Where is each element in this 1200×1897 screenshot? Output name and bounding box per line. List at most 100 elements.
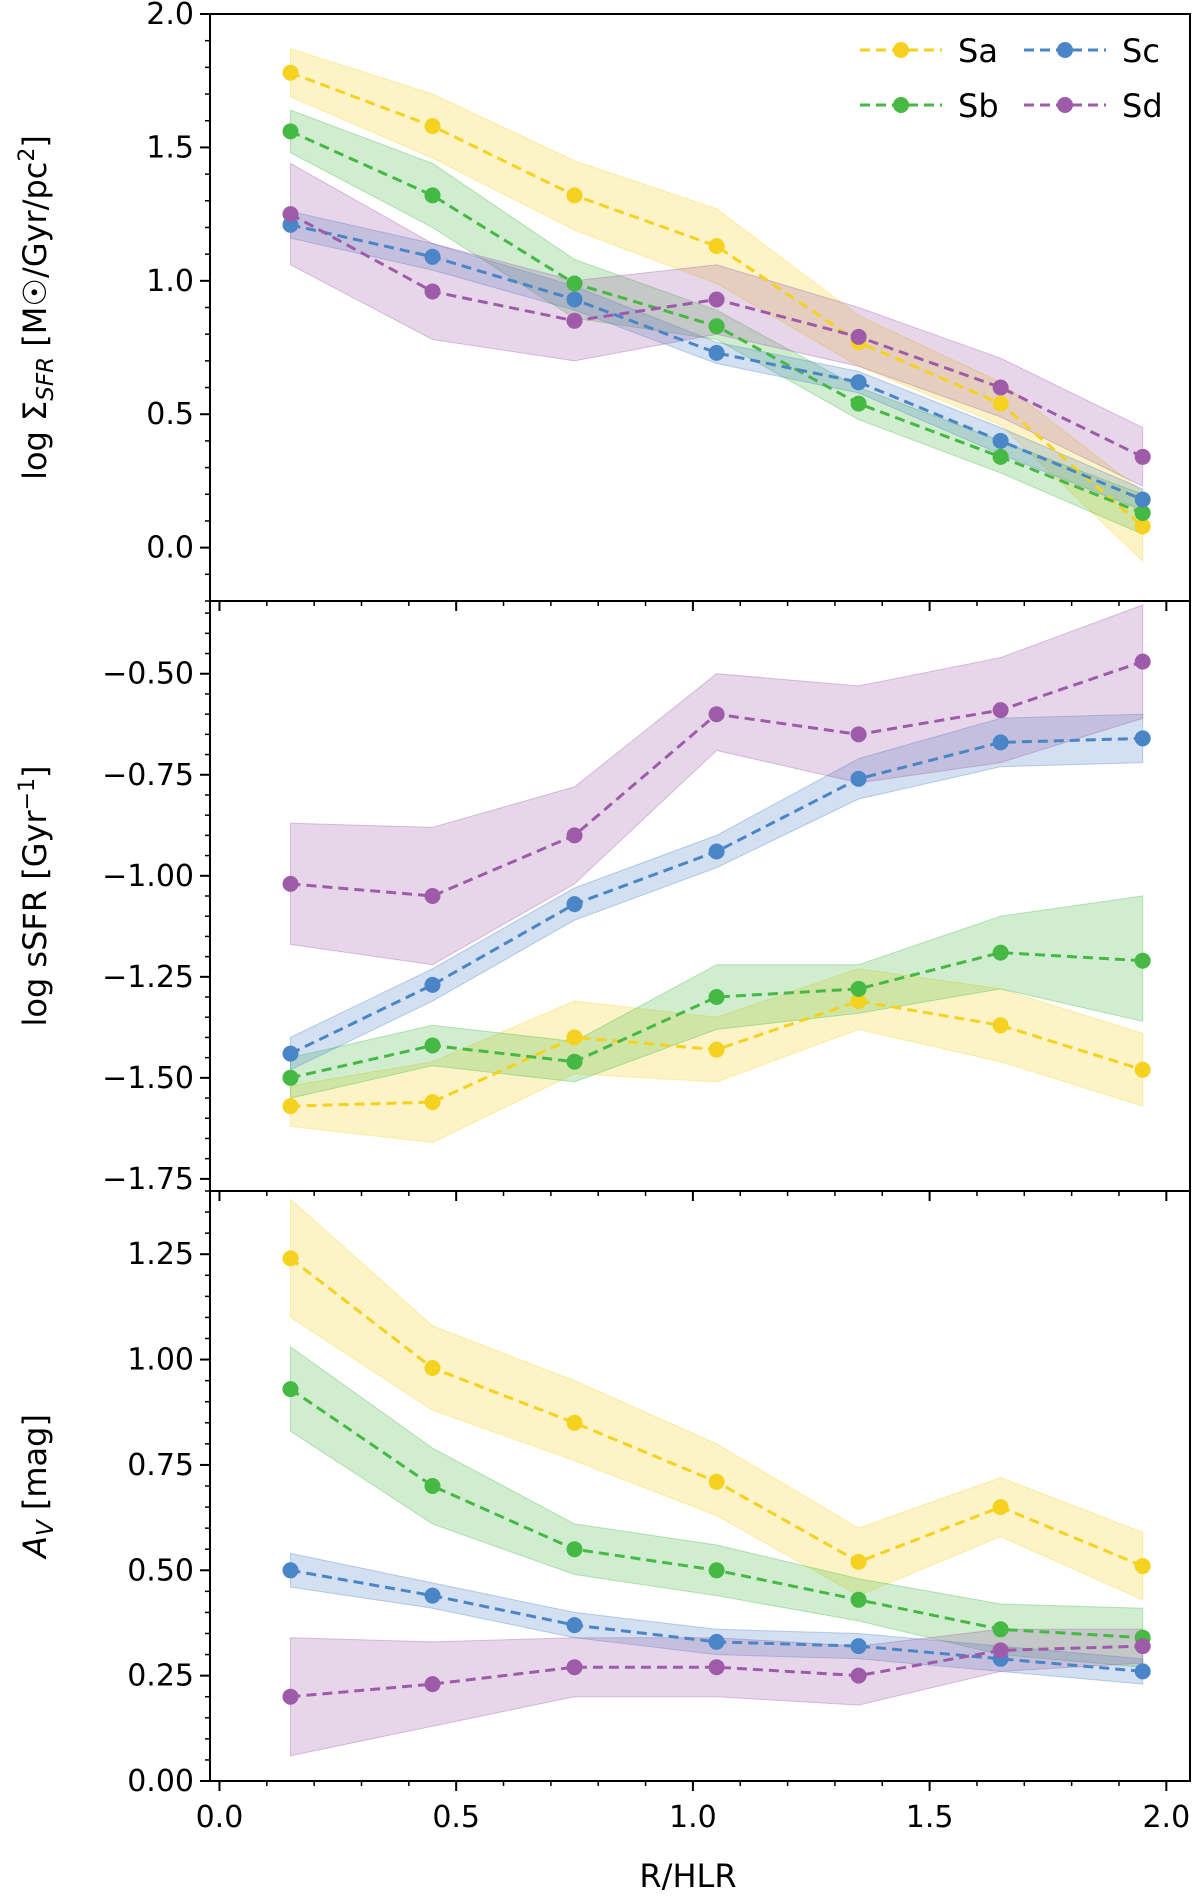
point-sa bbox=[566, 187, 583, 204]
point-sa bbox=[282, 1250, 299, 1267]
y-tick-label: 0.00 bbox=[127, 1764, 194, 1799]
point-sc bbox=[708, 344, 725, 361]
x-tick-label: 0.0 bbox=[196, 1800, 244, 1835]
point-sc bbox=[850, 1638, 867, 1655]
legend-marker-sa bbox=[893, 42, 909, 58]
point-sb bbox=[566, 1053, 583, 1070]
legend-entry-sb: Sb bbox=[860, 87, 999, 125]
legend-entry-sa: Sa bbox=[860, 32, 998, 70]
point-sc bbox=[708, 843, 725, 860]
point-sd bbox=[1134, 1638, 1151, 1655]
panel-2: −1.75 −1.50 −1.25 −1.00 −0.75 −0.50 log sSFR [… bbox=[15, 600, 1191, 1201]
panel-1: 0.0 0.5 1.0 1.5 2.0 log ΣSFR [M☉/Gyr/pc2] bbox=[15, 0, 1191, 611]
point-sa bbox=[992, 395, 1009, 412]
y-tick-label: 1.00 bbox=[127, 1343, 194, 1378]
point-sc bbox=[850, 374, 867, 391]
point-sd bbox=[992, 702, 1009, 719]
y-tick-label: 2.0 bbox=[146, 0, 194, 32]
point-sc bbox=[708, 1633, 725, 1650]
point-sa bbox=[1134, 1558, 1151, 1575]
panel-3: 0.00 0.25 0.50 0.75 1.00 1.25 0.0 0.5 1.0 1.5 2.0 A… bbox=[16, 1190, 1191, 1835]
point-sd bbox=[1134, 653, 1151, 670]
point-sd bbox=[424, 1676, 441, 1693]
y-tick-label: −1.00 bbox=[102, 859, 194, 894]
y-tick-label: 0.50 bbox=[127, 1553, 194, 1588]
legend-label-sd: Sd bbox=[1122, 87, 1163, 125]
point-sc bbox=[566, 291, 583, 308]
y-tick-label: 0.0 bbox=[146, 531, 194, 566]
x-tick-label: 1.5 bbox=[906, 1800, 954, 1835]
point-sd bbox=[992, 1642, 1009, 1659]
point-sa bbox=[1134, 1061, 1151, 1078]
point-sb bbox=[992, 448, 1009, 465]
point-sa bbox=[566, 1414, 583, 1431]
point-sb bbox=[424, 1478, 441, 1494]
point-sb bbox=[992, 1621, 1009, 1638]
point-sb bbox=[850, 395, 867, 412]
point-sd bbox=[424, 283, 441, 300]
point-sc bbox=[1134, 491, 1151, 508]
legend-marker-sd bbox=[1057, 97, 1073, 113]
point-sc bbox=[424, 248, 441, 265]
point-sb bbox=[708, 1562, 725, 1579]
y-tick-label: 1.0 bbox=[146, 264, 194, 299]
band-sd bbox=[290, 604, 1144, 966]
legend-entry-sc: Sc bbox=[1024, 32, 1160, 70]
x-tick-label: 0.5 bbox=[432, 1800, 480, 1835]
point-sb bbox=[1134, 505, 1151, 521]
point-sa bbox=[282, 1098, 299, 1115]
point-sc bbox=[1134, 730, 1151, 747]
y-tick-label: −1.50 bbox=[102, 1061, 194, 1096]
point-sb bbox=[850, 1591, 867, 1608]
y-axis-label: log sSFR [Gyr−1] bbox=[15, 765, 54, 1026]
point-sb bbox=[850, 980, 867, 997]
point-sd bbox=[708, 291, 725, 308]
band-sa bbox=[290, 1198, 1144, 1601]
point-sa bbox=[992, 1017, 1009, 1034]
x-tick-label: 1.0 bbox=[669, 1800, 717, 1835]
y-axis-label: log ΣSFR [M☉/Gyr/pc2] bbox=[15, 135, 59, 480]
point-sd bbox=[708, 706, 725, 723]
point-sb bbox=[424, 1037, 441, 1054]
point-sc bbox=[566, 896, 583, 913]
point-sb bbox=[708, 318, 725, 335]
y-axis-label: AV [mag] bbox=[16, 1414, 59, 1560]
legend-label-sa: Sa bbox=[958, 32, 998, 70]
legend-label-sb: Sb bbox=[958, 87, 999, 125]
point-sb bbox=[566, 275, 583, 292]
y-tick-label: −1.75 bbox=[102, 1162, 194, 1197]
point-sa bbox=[424, 1360, 441, 1376]
legend-label-sc: Sc bbox=[1122, 32, 1160, 70]
point-sc bbox=[566, 1617, 583, 1634]
band-sc bbox=[290, 713, 1144, 1071]
band-sa bbox=[290, 48, 1144, 563]
y-tick-label: 1.25 bbox=[127, 1237, 194, 1272]
legend: Sa Sc Sb Sd bbox=[860, 32, 1163, 125]
legend-marker-sc bbox=[1057, 42, 1073, 58]
point-sa bbox=[566, 1029, 583, 1046]
legend-entry-sd: Sd bbox=[1024, 87, 1163, 125]
point-sa bbox=[282, 64, 299, 81]
point-sc bbox=[424, 1587, 441, 1604]
y-tick-label: −0.50 bbox=[102, 657, 194, 692]
point-sa bbox=[708, 1041, 725, 1058]
point-sa bbox=[850, 993, 867, 1010]
point-sc bbox=[282, 1562, 299, 1579]
y-tick-label: 1.5 bbox=[146, 130, 194, 165]
point-sa bbox=[992, 1499, 1009, 1516]
point-sb bbox=[282, 123, 299, 140]
point-sb bbox=[282, 1069, 299, 1086]
point-sd bbox=[708, 1659, 725, 1676]
point-sd bbox=[282, 1688, 299, 1705]
point-sd bbox=[424, 888, 441, 904]
point-sd bbox=[1134, 448, 1151, 465]
panels: 0.0 0.5 1.0 1.5 2.0 log ΣSFR [M☉/Gyr/pc2] −1.7… bbox=[15, 0, 1191, 1835]
point-sa bbox=[424, 118, 441, 135]
point-sd bbox=[566, 1659, 583, 1676]
y-tick-label: 0.75 bbox=[127, 1448, 194, 1483]
point-sd bbox=[850, 726, 867, 743]
point-sa bbox=[708, 1473, 725, 1490]
point-sc bbox=[850, 770, 867, 787]
x-tick-label: 2.0 bbox=[1142, 1800, 1190, 1835]
